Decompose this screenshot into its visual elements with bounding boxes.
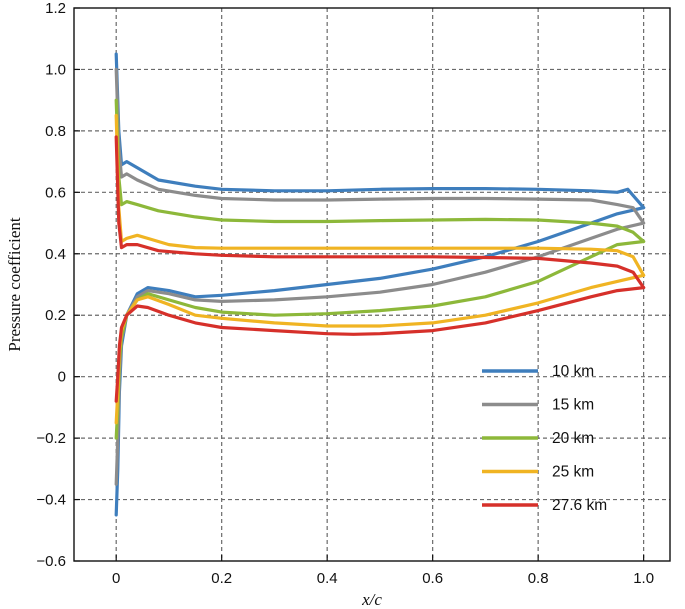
y-axis-label: Pressure coefficient <box>5 217 24 351</box>
x-tick-label: 0.4 <box>317 570 338 587</box>
x-tick-label: 1.0 <box>633 570 654 587</box>
series-line-27-6-km-upper <box>114 135 646 290</box>
series-line-10-km-upper <box>114 52 646 210</box>
legend-label: 15 km <box>552 397 594 414</box>
x-tick-label: 0 <box>112 570 120 587</box>
series-line-25-km-upper <box>114 113 646 277</box>
legend: 10 km 15 km 20 km 25 km 27.6 km <box>482 363 607 514</box>
x-tick-label: 0.6 <box>422 570 443 587</box>
series-line-20-km-upper <box>114 98 646 244</box>
y-tick-label: 0.2 <box>45 307 66 324</box>
legend-label: 27.6 km <box>552 497 607 514</box>
x-tick-label: 0.8 <box>528 570 549 587</box>
x-tick-label: 0.2 <box>211 570 232 587</box>
y-tick-label: 0 <box>58 369 66 386</box>
series-line-27-6-km-lower <box>114 286 646 403</box>
y-tick-label: −0.4 <box>36 492 66 509</box>
y-tick-label: 0.8 <box>45 123 66 140</box>
y-tick-label: 0.4 <box>45 246 66 263</box>
x-axis-label: x/c <box>361 590 382 609</box>
legend-label: 10 km <box>552 363 594 380</box>
plot-frame <box>73 7 671 562</box>
y-tick-label: −0.2 <box>36 430 66 447</box>
y-tick-label: 0.6 <box>45 184 66 201</box>
legend-label: 20 km <box>552 430 594 447</box>
legend-label: 25 km <box>552 464 594 481</box>
series-line-15-km-upper <box>114 67 646 225</box>
y-tick-label: 1.2 <box>45 0 66 17</box>
axis-ticks: 0 0.2 0.4 0.6 0.8 1.0 −0.6 −0.4 −0.2 0 0.2 0.4 0.6 0.… <box>36 0 654 587</box>
y-tick-label: −0.6 <box>36 553 66 570</box>
series-lines <box>114 52 646 517</box>
y-tick-label: 1.0 <box>45 61 66 78</box>
